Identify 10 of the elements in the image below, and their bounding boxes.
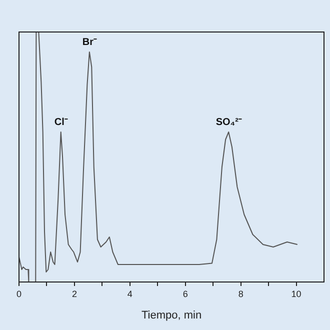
x-tick-label: 8 [238,288,244,299]
annotation: SO₄²⁻ [216,116,242,128]
x-tick-label: 6 [182,288,188,299]
annotation: Br⁻ [82,36,98,48]
x-axis-title: Tiempo, min [141,309,202,322]
x-tick-label: 2 [72,288,77,299]
x-tick-label: 10 [291,288,302,299]
x-tick-label: 0 [16,288,22,299]
annotation: Cl⁻ [54,116,68,128]
x-tick-label: 4 [127,288,132,299]
